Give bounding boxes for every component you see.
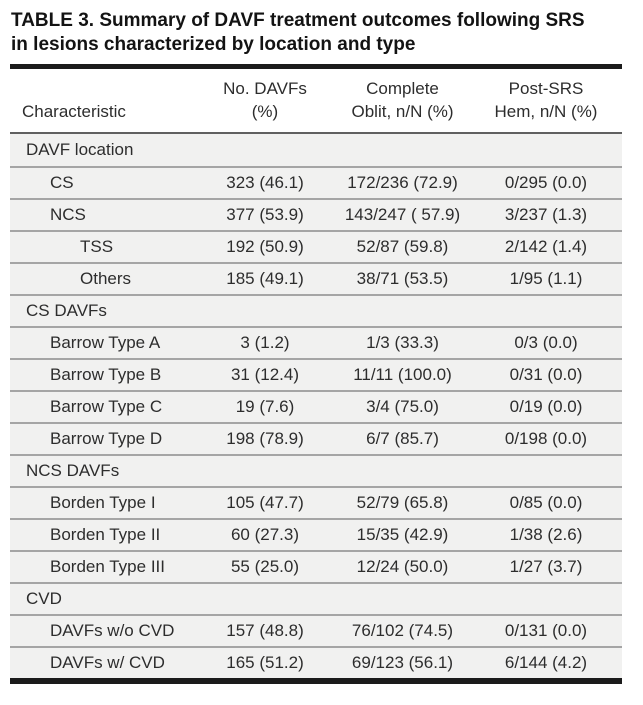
oblit-cell: 76/102 (74.5) [351, 621, 454, 641]
hem-cell: 0/295 (0.0) [504, 173, 588, 193]
no-davfs-cell: 377 (53.9) [226, 205, 304, 225]
oblit-cell: 52/87 (59.8) [356, 237, 449, 257]
header-no-davfs: No. DAVFs (%) [223, 79, 307, 121]
hem-cell: 3/237 (1.3) [504, 205, 588, 225]
table-top-rule [10, 64, 622, 70]
oblit-cell: 143/247 ( 57.9) [344, 205, 461, 225]
table-title-line2: in lesions characterized by location and… [11, 34, 416, 56]
hem-cell: 0/85 (0.0) [509, 493, 583, 513]
no-davfs-cell: 192 (50.9) [226, 237, 304, 257]
section-row: DAVF location [10, 134, 622, 167]
hem-cell: 1/95 (1.1) [509, 269, 583, 289]
oblit-cell: 6/7 (85.7) [366, 429, 439, 449]
table-row: TSS 192 (50.9) 52/87 (59.8) 2/142 (1.4) [10, 230, 622, 263]
table-row: DAVFs w/ CVD 165 (51.2) 69/123 (56.1) 6/144… [10, 646, 622, 679]
table-title-line1: TABLE 3. Summary of DAVF treatment outco… [11, 10, 585, 31]
hem-cell: 0/131 (0.0) [504, 621, 588, 641]
table-row: CS 323 (46.1) 172/236 (72.9) 0/295 (0.0) [10, 166, 622, 199]
characteristic-cell: Borden Type II [50, 525, 161, 545]
oblit-cell: 11/11 (100.0) [353, 365, 452, 385]
oblit-cell: 38/71 (53.5) [356, 269, 449, 289]
table-row: Borden Type II 60 (27.3) 15/35 (42.9) 1/38 … [10, 518, 622, 551]
oblit-cell: 12/24 (50.0) [356, 557, 449, 577]
characteristic-cell: NCS DAVFs [26, 461, 120, 481]
characteristic-cell: Barrow Type D [50, 429, 163, 449]
characteristic-cell: DAVFs w/ CVD [50, 653, 165, 673]
table-row: Barrow Type D 198 (78.9) 6/7 (85.7) 0/198 (… [10, 422, 622, 455]
table-header-row: Characteristic No. DAVFs (%) Complete Obli… [10, 69, 622, 135]
hem-cell: 0/3 (0.0) [514, 333, 578, 353]
table-row: DAVFs w/o CVD 157 (48.8) 76/102 (74.5) 0/13… [10, 614, 622, 647]
section-row: CVD [10, 582, 622, 615]
hem-cell: 0/31 (0.0) [509, 365, 583, 385]
characteristic-cell: DAVF location [26, 140, 134, 160]
characteristic-cell: Borden Type I [50, 493, 156, 513]
oblit-cell: 69/123 (56.1) [351, 653, 454, 673]
oblit-cell: 1/3 (33.3) [366, 333, 439, 353]
no-davfs-cell: 165 (51.2) [226, 653, 304, 673]
oblit-cell: 172/236 (72.9) [347, 173, 458, 193]
table-body: DAVF location CS 323 (46.1) 172/236 (72.9) 0… [10, 134, 622, 679]
characteristic-cell: Borden Type III [50, 557, 165, 577]
no-davfs-cell: 31 (12.4) [230, 365, 300, 385]
hem-cell: 1/38 (2.6) [509, 525, 583, 545]
outcomes-table: Characteristic No. DAVFs (%) Complete Obli… [10, 64, 622, 685]
no-davfs-cell: 198 (78.9) [226, 429, 304, 449]
table-row: Barrow Type B 31 (12.4) 11/11 (100.0) 0/31 … [10, 358, 622, 391]
table-row: Borden Type I 105 (47.7) 52/79 (65.8) 0/85 … [10, 486, 622, 519]
characteristic-cell: Barrow Type B [50, 365, 162, 385]
characteristic-cell: CVD [26, 589, 62, 609]
table-title: TABLE 3. Summary of DAVF treatment outco… [11, 9, 633, 57]
characteristic-cell: NCS [50, 205, 86, 225]
characteristic-cell: Barrow Type A [50, 333, 161, 353]
hem-cell: 6/144 (4.2) [504, 653, 588, 673]
no-davfs-cell: 105 (47.7) [226, 493, 304, 513]
hem-cell: 0/19 (0.0) [509, 397, 583, 417]
no-davfs-cell: 19 (7.6) [235, 397, 295, 417]
table-row: NCS 377 (53.9) 143/247 ( 57.9) 3/237 (1.3) [10, 198, 622, 231]
table-row: Borden Type III 55 (25.0) 12/24 (50.0) 1/27… [10, 550, 622, 583]
section-row: CS DAVFs [10, 294, 622, 327]
oblit-cell: 3/4 (75.0) [366, 397, 439, 417]
table-bottom-rule [10, 678, 622, 685]
no-davfs-cell: 185 (49.1) [226, 269, 304, 289]
section-row: NCS DAVFs [10, 454, 622, 487]
no-davfs-cell: 55 (25.0) [230, 557, 300, 577]
hem-cell: 1/27 (3.7) [509, 557, 583, 577]
characteristic-cell: CS [50, 173, 74, 193]
hem-cell: 0/198 (0.0) [504, 429, 588, 449]
characteristic-cell: DAVFs w/o CVD [50, 621, 175, 641]
no-davfs-cell: 3 (1.2) [240, 333, 290, 353]
hem-cell: 2/142 (1.4) [504, 237, 588, 257]
characteristic-cell: Others [80, 269, 132, 289]
no-davfs-cell: 60 (27.3) [230, 525, 300, 545]
no-davfs-cell: 323 (46.1) [226, 173, 304, 193]
no-davfs-cell: 157 (48.8) [226, 621, 304, 641]
oblit-cell: 15/35 (42.9) [356, 525, 449, 545]
header-characteristic: Characteristic [22, 101, 126, 121]
table-row: Others 185 (49.1) 38/71 (53.5) 1/95 (1.1) [10, 262, 622, 295]
table-row: Barrow Type C 19 (7.6) 3/4 (75.0) 0/19 (0.0… [10, 390, 622, 423]
characteristic-cell: Barrow Type C [50, 397, 163, 417]
header-post-srs-hem: Post-SRS Hem, n/N (%) [494, 79, 598, 121]
header-complete-oblit: Complete Oblit, n/N (%) [351, 79, 454, 121]
oblit-cell: 52/79 (65.8) [356, 493, 449, 513]
characteristic-cell: TSS [80, 237, 114, 257]
table-row: Barrow Type A 3 (1.2) 1/3 (33.3) 0/3 (0.0) [10, 326, 622, 359]
characteristic-cell: CS DAVFs [26, 301, 107, 321]
